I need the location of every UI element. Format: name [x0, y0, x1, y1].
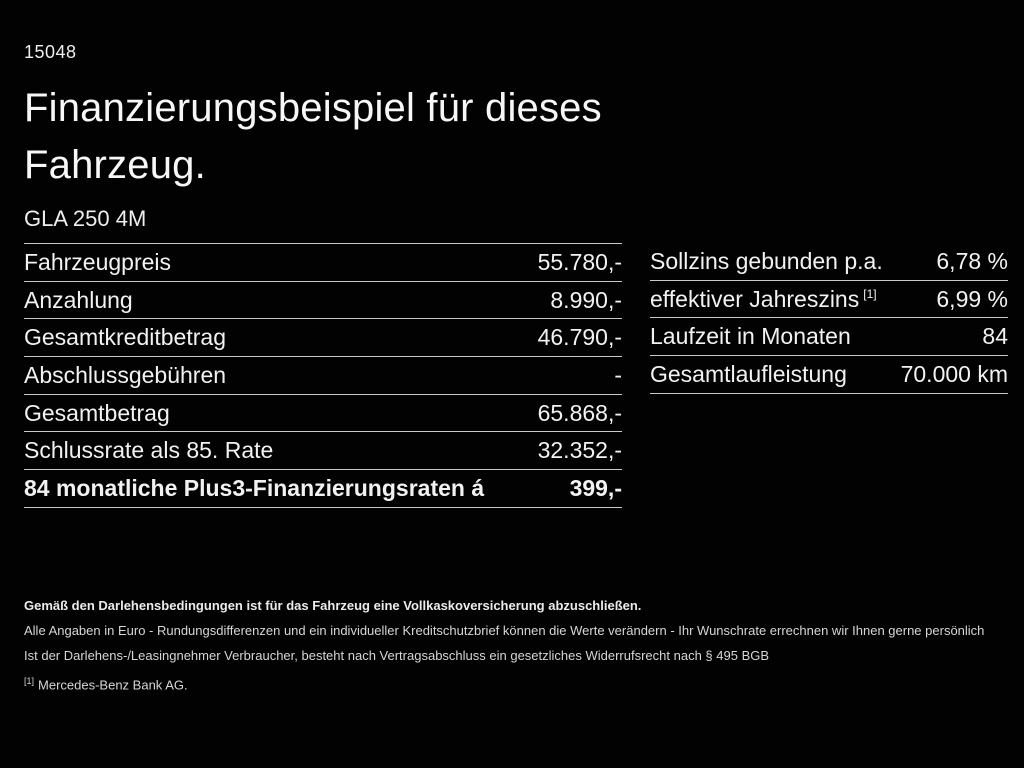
fine-print-withdrawal: Ist der Darlehens-/Leasingnehmer Verbrau… — [24, 648, 770, 663]
row-label: Anzahlung — [24, 286, 133, 313]
conditions-table: Sollzins gebunden p.a. 6,78 % effektiver… — [650, 243, 1008, 394]
page-title: Finanzierungsbeispiel für dieses Fahrzeu… — [24, 80, 602, 194]
table-row: Abschlussgebühren - — [24, 357, 622, 395]
row-label: Gesamtkreditbetrag — [24, 324, 226, 351]
legal-fine-print: Gemäß den Darlehensbedingungen ist für d… — [24, 597, 1000, 701]
row-value: 55.780,- — [537, 248, 622, 275]
row-value: 32.352,- — [537, 437, 622, 464]
row-value: 6,78 % — [936, 247, 1008, 274]
row-value: 70.000 km — [900, 360, 1008, 387]
page-title-line2: Fahrzeug. — [24, 143, 206, 187]
row-value: 6,99 % — [936, 285, 1008, 312]
finance-table: Fahrzeugpreis 55.780,- Anzahlung 8.990,-… — [24, 243, 622, 508]
row-value: 84 — [982, 323, 1008, 350]
row-label: effektiver Jahreszins [1] — [650, 285, 877, 312]
row-value: 8.990,- — [550, 286, 622, 313]
row-label: 84 monatliche Plus3-Finanzierungsraten á — [24, 474, 485, 501]
table-row: Gesamtbetrag 65.868,- — [24, 395, 622, 433]
row-label: Gesamtlaufleistung — [650, 360, 847, 387]
footnote-marker: [1] — [863, 286, 877, 301]
table-row-monthly-rate: 84 monatliche Plus3-Finanzierungsraten á… — [24, 470, 622, 508]
row-label: Abschlussgebühren — [24, 361, 227, 388]
row-label: Fahrzeugpreis — [24, 248, 172, 275]
vehicle-model: GLA 250 4M — [24, 206, 147, 231]
fine-print-bank: [1] Mercedes-Benz Bank AG. — [24, 676, 188, 693]
table-row: Gesamtlaufleistung 70.000 km — [650, 356, 1008, 394]
table-row: Laufzeit in Monaten 84 — [650, 318, 1008, 357]
table-row: effektiver Jahreszins [1] 6,99 % — [650, 281, 1008, 319]
offer-number: 15048 — [24, 42, 77, 62]
table-row: Gesamtkreditbetrag 46.790,- — [24, 319, 622, 358]
fine-print-disclaimer: Alle Angaben in Euro - Rundungsdifferenz… — [24, 623, 985, 638]
row-label: Gesamtbetrag — [24, 399, 170, 426]
table-row: Anzahlung 8.990,- — [24, 282, 622, 320]
row-label: Laufzeit in Monaten — [650, 323, 851, 350]
row-label: Sollzins gebunden p.a. — [650, 247, 883, 274]
footnote-marker: [1] — [24, 676, 35, 686]
fine-print-insurance: Gemäß den Darlehensbedingungen ist für d… — [24, 598, 642, 613]
table-row: Fahrzeugpreis 55.780,- — [24, 244, 622, 282]
row-value: 65.868,- — [537, 399, 622, 426]
table-row: Sollzins gebunden p.a. 6,78 % — [650, 243, 1008, 281]
page-title-line1: Finanzierungsbeispiel für dieses — [24, 86, 602, 130]
row-label: Schlussrate als 85. Rate — [24, 437, 274, 464]
row-value: 46.790,- — [537, 324, 622, 351]
row-value: - — [614, 361, 622, 388]
table-row: Schlussrate als 85. Rate 32.352,- — [24, 432, 622, 471]
row-value: 399,- — [569, 474, 622, 501]
